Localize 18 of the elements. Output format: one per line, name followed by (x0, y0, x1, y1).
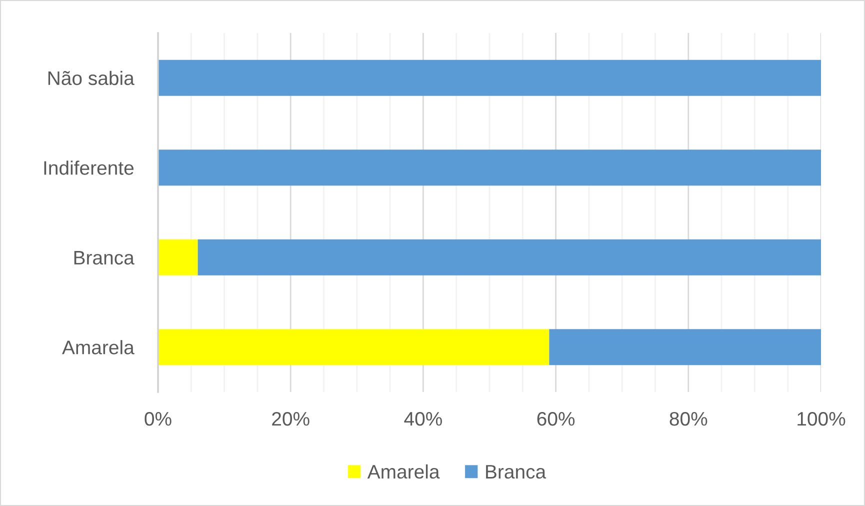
legend-label: Branca (486, 465, 546, 479)
y-tick-label: Não sabia (48, 70, 134, 86)
bar (158, 329, 550, 366)
bar (158, 60, 821, 96)
bar (158, 150, 821, 186)
bar (198, 239, 821, 276)
y-tick-label: Amarela (62, 340, 134, 354)
x-tick-label: 0% (144, 412, 172, 426)
legend-label: Amarela (367, 464, 440, 479)
x-tick-label: 20% (272, 412, 310, 426)
x-tick-label: 80% (670, 412, 708, 426)
x-tick-label: 100% (798, 412, 846, 426)
y-tick-label: Branca (74, 251, 134, 265)
y-tick-label: Indiferente (44, 160, 134, 175)
x-tick-label: 40% (404, 412, 442, 426)
bar (158, 239, 198, 276)
x-tick-label: 60% (537, 412, 575, 426)
bar (549, 329, 821, 366)
